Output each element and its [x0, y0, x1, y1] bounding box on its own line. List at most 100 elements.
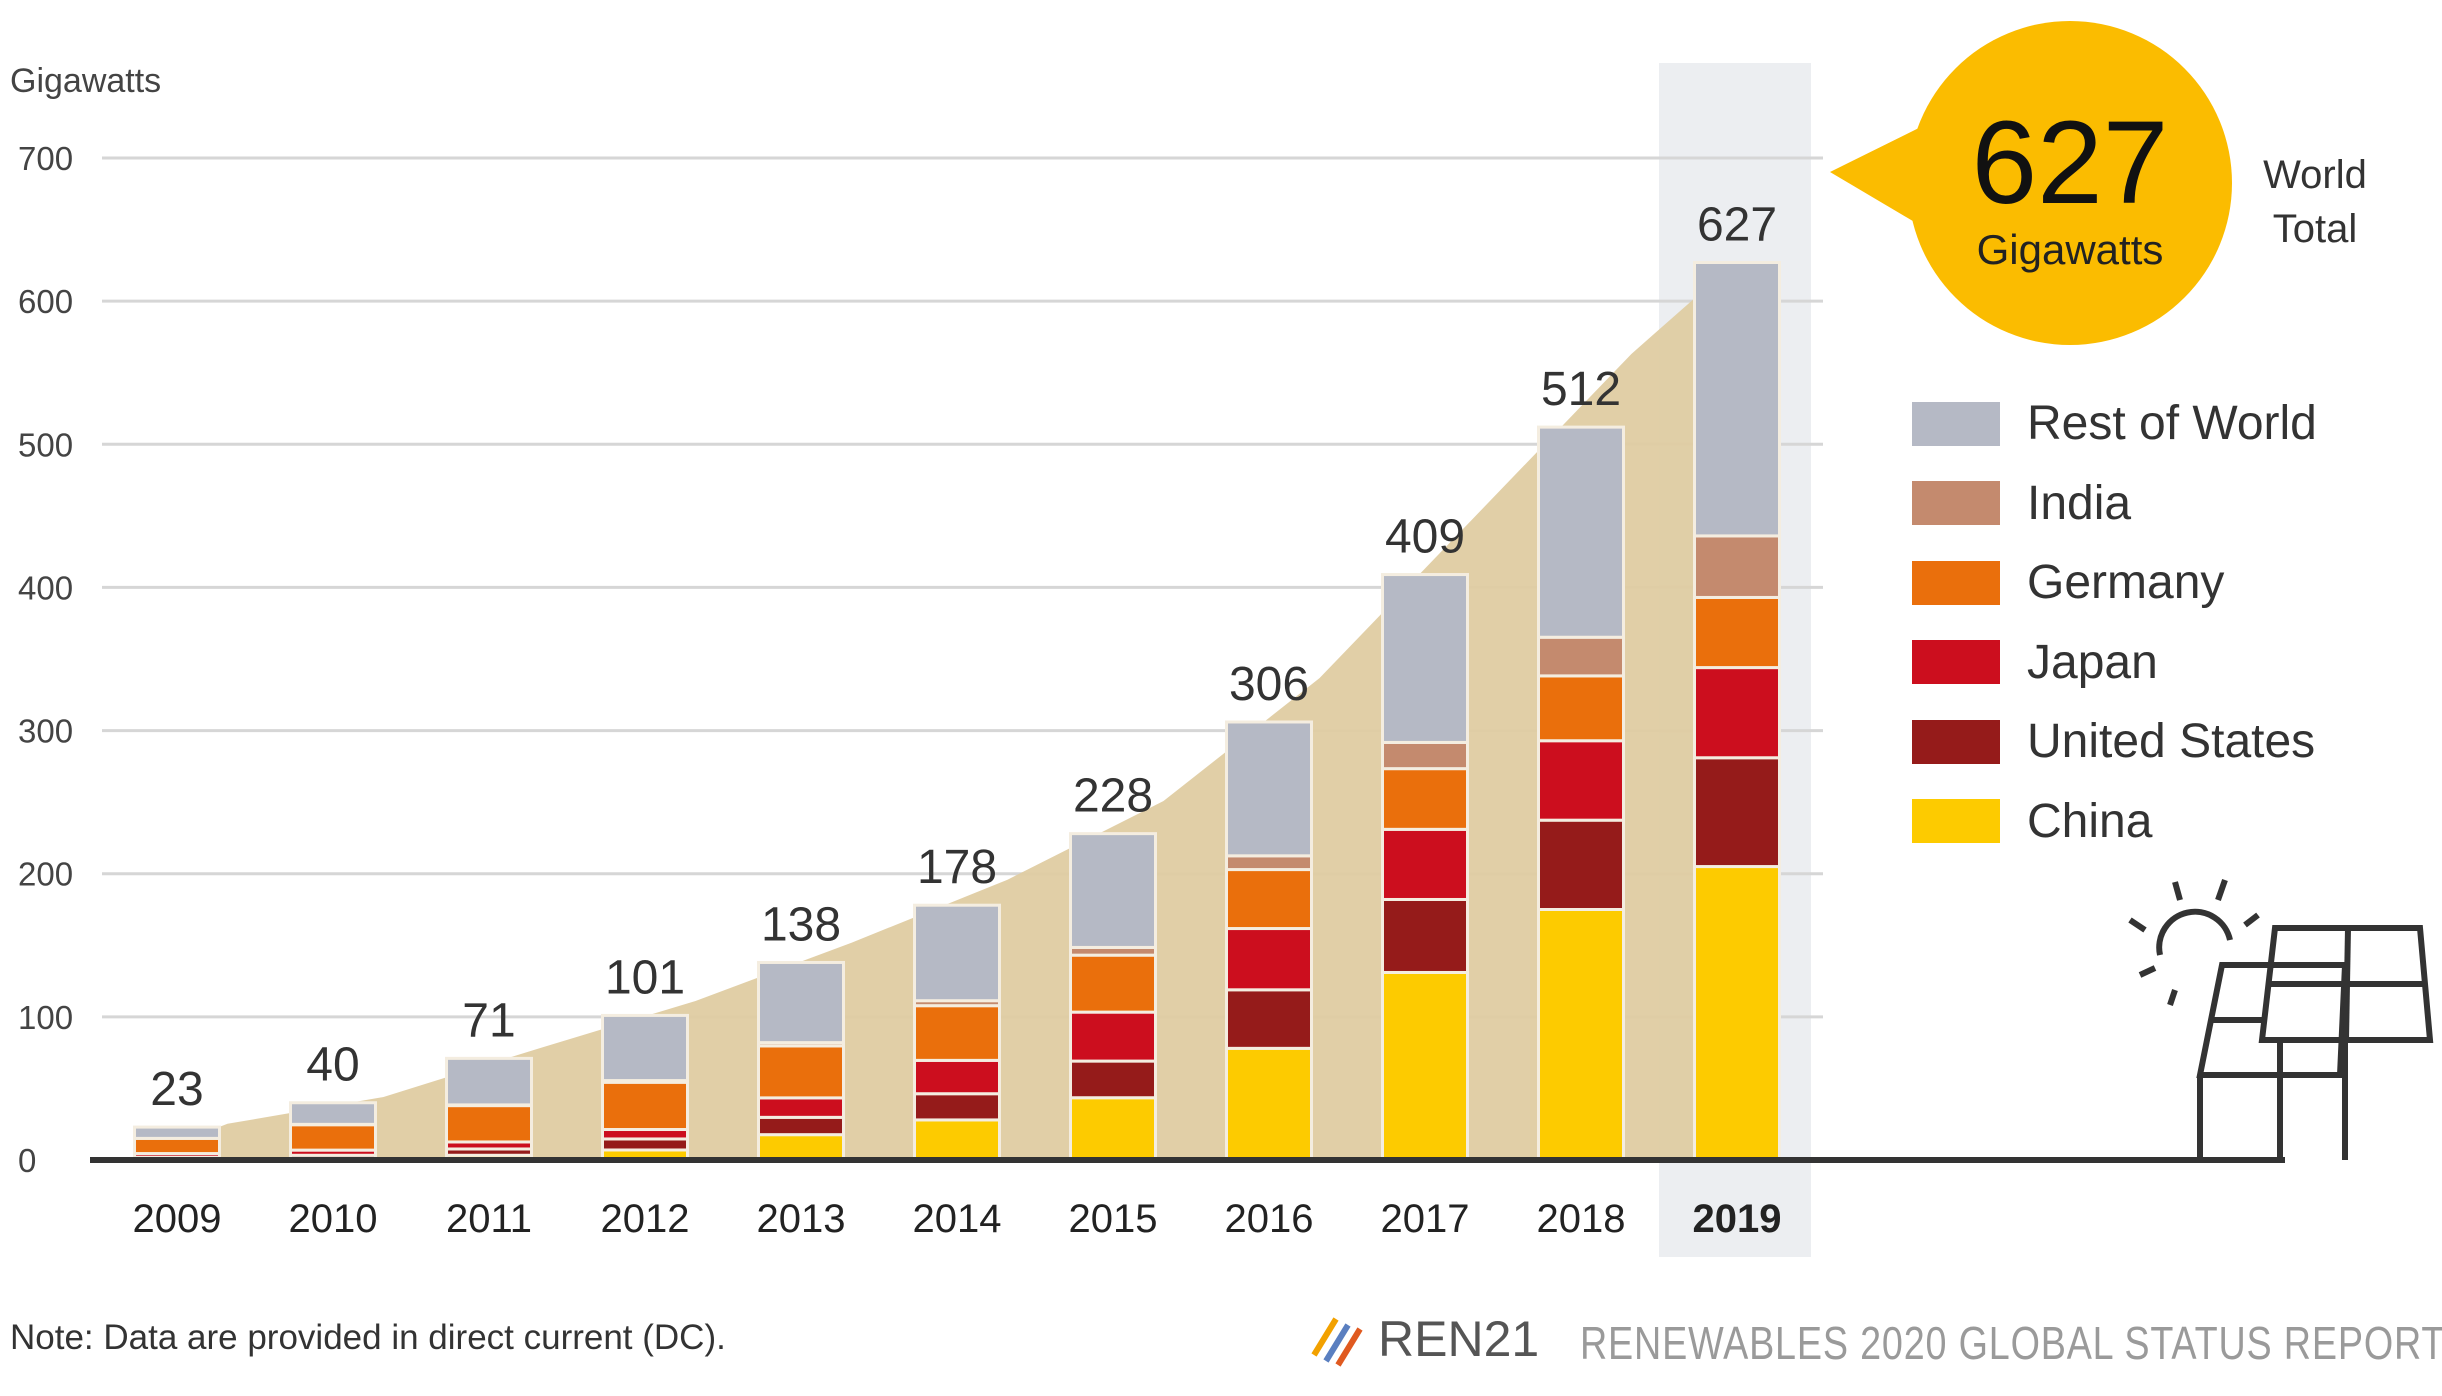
legend-label: Japan [2027, 635, 2158, 689]
legend-item: Japan [1912, 635, 2158, 690]
data-label-total: 627 [1697, 198, 1777, 251]
sun-icon [2128, 879, 2260, 1006]
legend-swatch [1912, 799, 2000, 843]
bar-segment-japan [1381, 827, 1469, 901]
bar-group-2013 [757, 960, 845, 1162]
data-label-total: 228 [1073, 770, 1153, 823]
legend-label: Rest of World [2027, 397, 2317, 450]
data-label-total: 138 [761, 898, 841, 951]
bar-group-2019 [1693, 260, 1781, 1162]
legend-label: Germany [2027, 556, 2225, 609]
bar-segment-germany [601, 1080, 689, 1132]
bar-segment-japan [913, 1058, 1001, 1096]
legend-label: India [2027, 476, 2132, 530]
solar-panel-icon [2196, 925, 2434, 1160]
callout-value: 627 [1971, 97, 2169, 229]
y-tick-label: 400 [18, 569, 73, 606]
y-tick-label: 200 [18, 856, 73, 893]
bar-segment-united-states [757, 1115, 845, 1137]
sun-ray [2243, 912, 2260, 928]
bar-segment-china [913, 1118, 1001, 1162]
legend-swatch [1912, 719, 2000, 764]
x-tick-label: 2015 [1069, 1197, 1158, 1241]
data-label-total: 409 [1385, 511, 1465, 564]
panel-front [2258, 925, 2434, 1043]
y-tick-label: 100 [18, 999, 73, 1036]
sun-ray [2138, 965, 2157, 978]
bar-segment-rest-of-world [1069, 832, 1157, 949]
x-tick-label: 2017 [1381, 1197, 1470, 1241]
bar-segment-germany [289, 1123, 377, 1152]
x-tick-label: 2010 [289, 1197, 378, 1241]
x-tick-label: 2013 [757, 1197, 846, 1241]
bar-group-2012 [601, 1013, 689, 1162]
ren21-logo: REN21 [1310, 1310, 1539, 1368]
bar-segment-united-states [1693, 756, 1781, 869]
footnote: Note: Data are provided in direct curren… [10, 1318, 726, 1357]
ren21-logo-icon [1311, 1317, 1363, 1367]
y-tick-label: 0 [18, 1142, 36, 1179]
x-tick-label: 2014 [913, 1197, 1002, 1241]
sun-ray [2128, 917, 2147, 933]
bar-group-2011 [445, 1056, 533, 1162]
data-label-total: 23 [150, 1063, 203, 1116]
legend-item: India [1912, 476, 2131, 531]
panel-grid [2343, 927, 2351, 1041]
bar-segment-rest-of-world [913, 903, 1001, 1003]
bar-segment-japan [1693, 666, 1781, 760]
bar-segment-india [1381, 740, 1469, 771]
bar-segment-rest-of-world [445, 1056, 533, 1107]
legend-item: United States [1912, 714, 2315, 769]
bar-segment-germany [1069, 953, 1157, 1014]
data-label-total: 178 [917, 841, 997, 894]
y-axis-label: Gigawatts [10, 62, 162, 100]
data-label-total: 306 [1229, 658, 1309, 711]
bar-segment-germany [445, 1104, 533, 1144]
sun-arc [2156, 908, 2233, 956]
data-label-total: 40 [306, 1039, 359, 1092]
bar-segment-china [1693, 865, 1781, 1162]
bar-segment-germany [1537, 674, 1625, 743]
bar-segment-india [1537, 635, 1625, 678]
legend-item: Rest of World [1912, 396, 2317, 451]
legend-item: China [1912, 794, 2152, 849]
legend-swatch [1912, 401, 2000, 446]
bar-segment-china [1537, 908, 1625, 1162]
legend-label: United States [2027, 715, 2316, 768]
sun-ray [2167, 989, 2178, 1006]
bar-segment-germany [913, 1004, 1001, 1062]
x-tick-label: 2018 [1537, 1197, 1626, 1241]
bar-group-2018 [1537, 425, 1625, 1162]
bar-segment-rest-of-world [1381, 573, 1469, 744]
bar-segment-japan [1225, 927, 1313, 992]
bar-segment-united-states [1381, 897, 1469, 974]
bar-segment-japan [1069, 1010, 1157, 1063]
bar-segment-germany [133, 1136, 221, 1156]
bar-segment-rest-of-world [133, 1125, 221, 1140]
x-tick-label: 2012 [601, 1197, 690, 1241]
bar-segment-china [757, 1133, 845, 1162]
bar-segment-china [1381, 970, 1469, 1162]
y-tick-label: 700 [18, 140, 73, 177]
bar-group-2009 [133, 1125, 221, 1162]
bar-segment-united-states [1225, 988, 1313, 1050]
x-tick-label: 2019 [1693, 1197, 1782, 1241]
bar-segment-india [1693, 534, 1781, 599]
legend-swatch [1912, 640, 2000, 684]
y-tick-label: 600 [18, 283, 73, 320]
y-tick-label: 300 [18, 713, 73, 750]
sun-ray [2172, 881, 2183, 901]
legend-swatch [1912, 481, 2000, 525]
bar-segment-united-states [1069, 1059, 1157, 1100]
x-tick-label: 2011 [446, 1197, 532, 1241]
ren21-logo-text: REN21 [1378, 1311, 1540, 1367]
bar-group-2015 [1069, 832, 1157, 1162]
x-tick-label: 2009 [133, 1197, 222, 1241]
bar-segment-japan [757, 1096, 845, 1119]
data-label-total: 71 [462, 994, 515, 1047]
report-title: RENEWABLES 2020 GLOBAL STATUS REPORT [1580, 1317, 2442, 1369]
callout-bubble [1908, 21, 2232, 345]
legend-swatch [1912, 560, 2000, 605]
bar-segment-germany [1693, 595, 1781, 670]
